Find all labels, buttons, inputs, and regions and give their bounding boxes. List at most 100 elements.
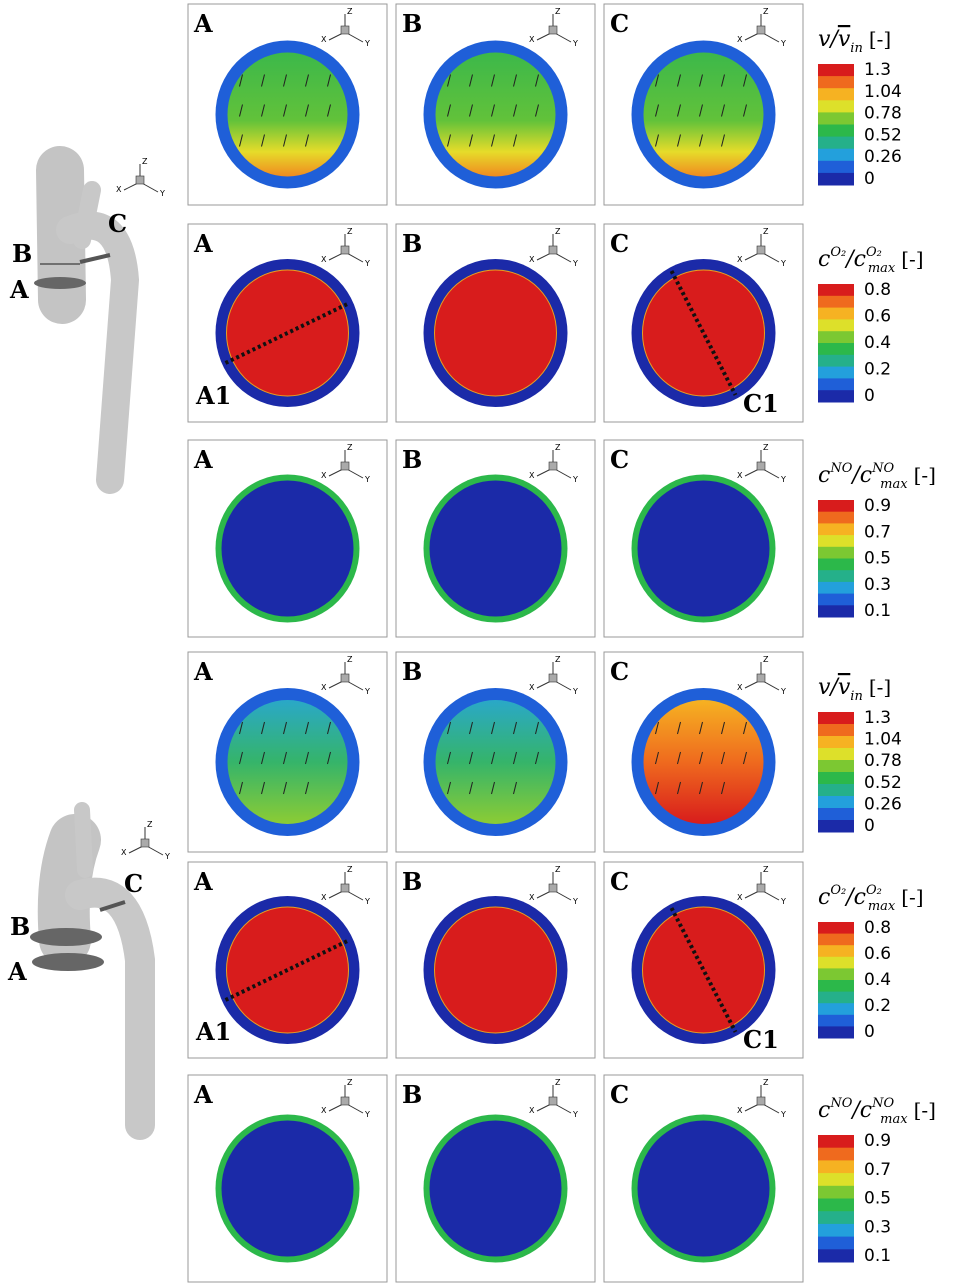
colorbar-band xyxy=(818,570,854,583)
colorbar-band xyxy=(818,1211,854,1225)
velocity-arrow xyxy=(447,134,451,147)
colorbar-band xyxy=(818,1249,854,1263)
colorbar-tick: 0 xyxy=(864,1022,875,1042)
velocity-arrow xyxy=(699,74,703,87)
legend-num: c xyxy=(818,463,830,488)
section-core xyxy=(637,1120,770,1257)
velocity-arrow xyxy=(283,721,287,735)
triad-letter: X xyxy=(529,35,535,44)
velocity-arrow xyxy=(469,781,473,795)
triad-letter: Y xyxy=(159,189,165,198)
velocity-arrow xyxy=(655,74,659,87)
triad-letter: Y xyxy=(364,475,370,484)
colorbar-band xyxy=(818,784,854,797)
velocity-arrow xyxy=(305,721,309,735)
velocity-arrow xyxy=(721,721,725,735)
triad-letter: Y xyxy=(364,897,370,906)
colorbar-tick: 1.3 xyxy=(864,708,891,728)
velocity-arrow xyxy=(743,751,747,765)
colorbar-band xyxy=(818,124,854,138)
legend-den-sup: NO xyxy=(871,1096,894,1111)
velocity-arrow xyxy=(721,134,725,147)
velocity-arrow xyxy=(447,751,451,765)
profile-label: C1 xyxy=(743,389,779,418)
colorbar-band xyxy=(818,605,854,618)
velocity-arrow xyxy=(677,134,681,147)
colorbar-band xyxy=(818,1135,854,1149)
velocity-arrow xyxy=(677,74,681,87)
section-core xyxy=(227,700,348,824)
triad-letter: Y xyxy=(780,475,786,484)
colorbar-band xyxy=(818,922,854,935)
triad-cube xyxy=(340,1096,350,1106)
colorbar-tick: 0.2 xyxy=(864,996,891,1016)
triad-letter: Y xyxy=(364,1110,370,1119)
triad-letter: X xyxy=(116,185,122,194)
aorta-tube xyxy=(65,877,155,1140)
triad-cube xyxy=(340,673,350,683)
triad-letter: X xyxy=(321,471,327,480)
profile-label: A1 xyxy=(195,381,231,410)
triad-letter: X xyxy=(737,471,743,480)
velocity-arrow xyxy=(283,134,287,147)
triad-cube xyxy=(140,838,150,848)
legend-den: v xyxy=(838,675,851,700)
velocity-arrow xyxy=(327,104,331,117)
colorbar-band xyxy=(818,1198,854,1212)
colorbar-band xyxy=(818,748,854,761)
velocity-arrow xyxy=(239,751,243,765)
legend-den-sub: max xyxy=(868,261,896,276)
velocity-arrow xyxy=(513,781,517,795)
colorbar-band xyxy=(818,535,854,548)
velocity-arrow xyxy=(261,781,265,795)
velocity-arrow xyxy=(491,134,495,147)
profile-line xyxy=(669,270,738,396)
velocity-arrow xyxy=(491,721,495,735)
colorbar-band xyxy=(818,295,854,309)
velocity-arrow xyxy=(699,104,703,117)
legend-title: cNO/cNO max [-] xyxy=(818,1096,936,1127)
velocity-arrow xyxy=(305,134,309,147)
velocity-arrow xyxy=(535,721,539,735)
triad-letter: Y xyxy=(364,687,370,696)
cut-plane xyxy=(79,253,111,264)
velocity-arrow xyxy=(677,104,681,117)
colorbar-tick: 0 xyxy=(864,169,875,189)
velocity-arrow xyxy=(469,134,473,147)
legend-unit: [-] xyxy=(901,247,923,271)
panel-label: A xyxy=(193,1080,213,1109)
velocity-arrow xyxy=(491,104,495,117)
colorbar-band xyxy=(818,724,854,737)
triad-letter: X xyxy=(321,893,327,902)
section-core xyxy=(643,700,764,824)
velocity-arrow xyxy=(535,74,539,87)
profile-label: C1 xyxy=(743,1025,779,1054)
triad-letter: Y xyxy=(780,897,786,906)
colorbar-band xyxy=(818,160,854,174)
triad-letter: Y xyxy=(780,39,786,48)
colorbar-band xyxy=(818,1003,854,1016)
colorbar-band xyxy=(818,980,854,993)
colorbar-tick: 0.3 xyxy=(864,1217,891,1237)
colorbar-band xyxy=(818,712,854,725)
legend-title: cO₂/cO₂ max [-] xyxy=(818,245,924,276)
colorbar-band xyxy=(818,772,854,785)
colorbar-band xyxy=(818,148,854,162)
triad-letter: X xyxy=(529,893,535,902)
colorbar-tick: 0.6 xyxy=(864,944,891,964)
model-label: A xyxy=(7,957,27,986)
legend-title: cO₂/cO₂ max [-] xyxy=(818,883,924,914)
velocity-arrow xyxy=(283,74,287,87)
section-core xyxy=(434,269,557,397)
colorbar-tick: 0.4 xyxy=(864,333,891,353)
colorbar-band xyxy=(818,511,854,524)
triad-letter: X xyxy=(321,255,327,264)
velocity-arrow xyxy=(239,74,243,87)
triad-cube xyxy=(340,883,350,893)
triad-cube xyxy=(135,175,145,185)
legend-den-sub: max xyxy=(880,1112,908,1127)
triad-cube xyxy=(756,461,766,471)
colorbar-tick: 1.04 xyxy=(864,730,902,750)
velocity-arrow xyxy=(535,751,539,765)
velocity-arrow xyxy=(283,751,287,765)
